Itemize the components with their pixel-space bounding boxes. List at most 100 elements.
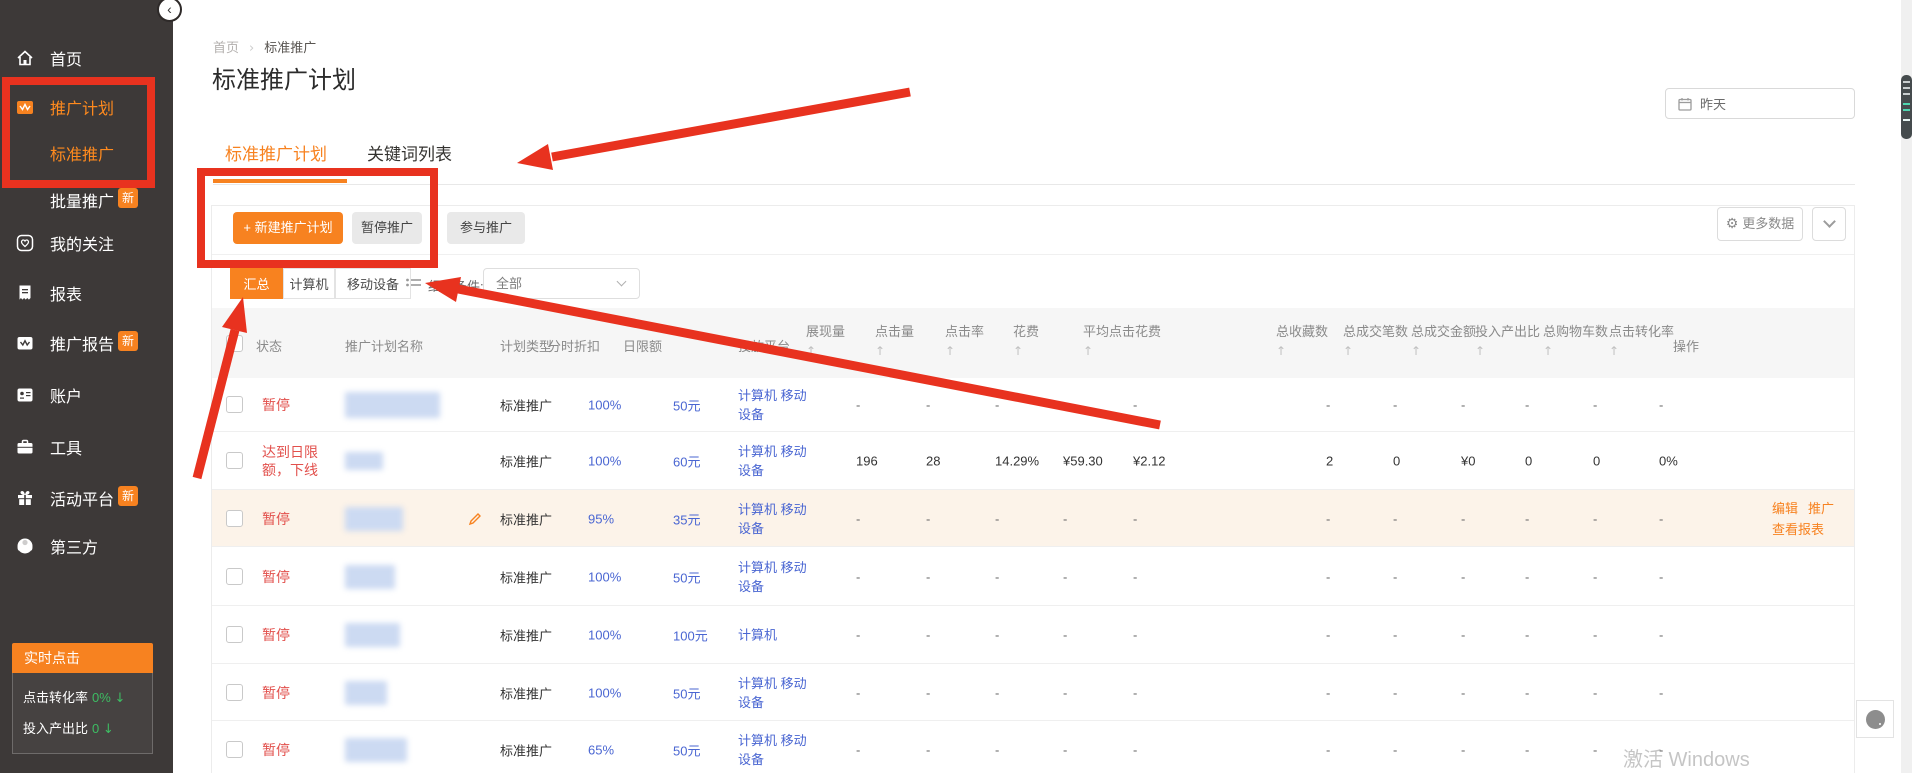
view-report-link[interactable]: 查看报表 xyxy=(1772,521,1825,537)
sidebar-item-5[interactable]: 我的关注 xyxy=(0,231,173,255)
condition-select[interactable]: 全部 xyxy=(483,268,640,299)
column-header-order_amount[interactable]: 总成交金额 ↑ xyxy=(1411,323,1489,360)
platform-cell[interactable]: 计算机 移动 设备 xyxy=(738,388,807,422)
sidebar-item-8[interactable]: 账户 xyxy=(0,383,173,407)
row-checkbox[interactable] xyxy=(226,741,243,758)
join-promo-button[interactable]: 参与推广 xyxy=(447,212,525,244)
column-header-name: 推广计划名称 xyxy=(345,339,424,354)
column-header-carts[interactable]: 总购物车数 ↑ xyxy=(1543,323,1621,360)
edit-pencil-icon[interactable] xyxy=(468,512,482,531)
platform-cell[interactable]: 计算机 移动 设备 xyxy=(738,501,807,536)
sort-up-icon[interactable]: ↑ xyxy=(1013,344,1024,358)
sidebar-item-9[interactable]: 工具 xyxy=(0,435,173,459)
sort-up-icon[interactable]: ↑ xyxy=(1609,344,1620,358)
row-checkbox[interactable] xyxy=(226,567,243,585)
column-header-actions: 操作 xyxy=(1673,339,1700,354)
sidebar-item-10[interactable]: 活动平台新 xyxy=(0,486,173,510)
status-cell[interactable]: 暂停 xyxy=(262,397,290,413)
more-options-chevron-button[interactable] xyxy=(1812,207,1846,241)
sidebar-item-label: 标准推广 xyxy=(50,147,115,164)
daily-limit-cell[interactable]: 35元 xyxy=(673,512,701,527)
sidebar-item-2[interactable]: 推广计划 xyxy=(0,95,173,119)
pause-promo-button[interactable]: 暂停推广 xyxy=(352,212,422,244)
row-checkbox[interactable] xyxy=(226,626,243,643)
daily-limit-cell[interactable]: 50元 xyxy=(673,398,701,414)
sort-up-icon[interactable]: ↑ xyxy=(1543,344,1554,358)
discount-cell[interactable]: 65% xyxy=(588,742,615,758)
column-header-ctr[interactable]: 点击率 ↑ xyxy=(945,323,1023,360)
platform-cell[interactable]: 计算机 移动 设备 xyxy=(738,733,807,767)
discount-cell[interactable]: 100% xyxy=(588,569,622,584)
discount-cell[interactable]: 100% xyxy=(588,627,622,643)
status-cell[interactable]: 达到日限 额，下线 xyxy=(262,444,318,478)
metric-cell-avg_cpc: - xyxy=(1133,511,1138,526)
row-checkbox[interactable] xyxy=(226,396,243,413)
column-header-orders[interactable]: 总成交笔数 ↑ xyxy=(1343,323,1421,360)
segment-tab-2[interactable]: 计算机 xyxy=(283,268,335,299)
metric-cell-avg_cpc: - xyxy=(1133,685,1138,700)
promote-link[interactable]: 推广 xyxy=(1808,500,1835,516)
edit-link[interactable]: 编辑 xyxy=(1772,500,1799,516)
row-checkbox[interactable] xyxy=(226,683,243,701)
chat-widget-button[interactable] xyxy=(1856,700,1894,738)
sort-up-icon[interactable]: ↑ xyxy=(945,344,956,358)
sidebar-item-4[interactable]: 批量推广新 xyxy=(0,188,173,212)
column-header-cost[interactable]: 花费 ↑ xyxy=(1013,323,1091,360)
segment-tab-1[interactable]: 汇总 xyxy=(230,268,283,299)
daily-limit-cell[interactable]: 60元 xyxy=(673,454,701,470)
column-header-conv_rate[interactable]: 点击转化率 ↑ xyxy=(1609,323,1687,360)
platform-cell[interactable]: 计算机 xyxy=(738,627,778,643)
status-cell[interactable]: 暂停 xyxy=(262,627,290,643)
tab-keyword-list[interactable]: 关键词列表 xyxy=(367,145,452,164)
platform-cell[interactable]: 计算机 移动 设备 xyxy=(738,444,807,478)
sort-up-icon[interactable]: ↑ xyxy=(1343,344,1354,358)
discount-cell[interactable]: 95% xyxy=(588,511,615,526)
status-cell[interactable]: 暂停 xyxy=(262,568,290,585)
actions-cell[interactable]: 编辑 推广查看报表 xyxy=(1772,498,1844,540)
daily-limit-cell[interactable]: 50元 xyxy=(673,570,701,585)
sidebar-item-1[interactable]: 首页 xyxy=(0,46,173,70)
new-plan-button[interactable]: + 新建推广计划 xyxy=(233,212,343,244)
segment-tab-3[interactable]: 移动设备 xyxy=(335,268,411,299)
sidebar-item-3[interactable]: 标准推广 xyxy=(0,141,173,165)
column-header-avg_cpc[interactable]: 平均点击花费 ↑ xyxy=(1083,324,1162,358)
breadcrumb-home[interactable]: 首页 xyxy=(213,40,240,55)
daily-limit-cell[interactable]: 50元 xyxy=(673,686,701,701)
scrollbar-thumb[interactable] xyxy=(1901,75,1912,139)
sort-up-icon[interactable]: ↑ xyxy=(806,344,817,358)
more-data-button[interactable]: ⚙ 更多数据 xyxy=(1717,207,1803,241)
sidebar-item-label: 活动平台 xyxy=(50,492,115,509)
sort-up-icon[interactable]: ↑ xyxy=(1276,344,1287,358)
sidebar-item-7[interactable]: 推广报告新 xyxy=(0,331,173,355)
sidebar-item-11[interactable]: 第三方 xyxy=(0,534,173,558)
status-cell[interactable]: 暂停 xyxy=(262,684,290,701)
platform-cell[interactable]: 计算机 移动 设备 xyxy=(738,675,807,710)
row-checkbox[interactable] xyxy=(226,452,243,469)
column-header-impressions[interactable]: 展现量 ↑ xyxy=(806,323,884,360)
sidebar-item-6[interactable]: 报表 xyxy=(0,281,173,305)
daily-limit-cell[interactable]: 50元 xyxy=(673,743,701,759)
daily-limit-cell[interactable]: 100元 xyxy=(673,628,708,644)
sort-up-icon[interactable]: ↑ xyxy=(1475,344,1486,358)
breadcrumb-separator-icon: › xyxy=(249,41,255,56)
date-range-picker[interactable]: 昨天 xyxy=(1665,88,1855,119)
row-checkbox[interactable] xyxy=(226,509,243,527)
metric-cell-order_amount: - xyxy=(1461,627,1466,643)
discount-cell[interactable]: 100% xyxy=(588,685,622,700)
column-header-roi[interactable]: 投入产出比 ↑ xyxy=(1475,323,1553,360)
status-cell[interactable]: 暂停 xyxy=(262,742,290,758)
sort-up-icon[interactable]: ↑ xyxy=(1411,344,1422,358)
tab-divider xyxy=(213,184,1855,185)
platform-cell[interactable]: 计算机 移动 设备 xyxy=(738,559,807,594)
tab-standard-plan[interactable]: 标准推广计划 xyxy=(225,145,327,164)
sort-up-icon[interactable]: ↑ xyxy=(1083,344,1094,358)
select-all-checkbox[interactable] xyxy=(226,335,243,352)
discount-cell[interactable]: 100% xyxy=(588,397,622,413)
discount-cell[interactable]: 100% xyxy=(588,453,622,469)
column-header-favorites[interactable]: 总收藏数 ↑ xyxy=(1276,323,1354,360)
status-cell[interactable]: 暂停 xyxy=(262,510,290,527)
sort-up-icon[interactable]: ↑ xyxy=(875,344,886,358)
sidebar-collapse-button[interactable]: ‹ xyxy=(157,0,182,22)
scrollbar-track[interactable] xyxy=(1901,0,1912,773)
column-header-clicks[interactable]: 点击量 ↑ xyxy=(875,323,953,360)
